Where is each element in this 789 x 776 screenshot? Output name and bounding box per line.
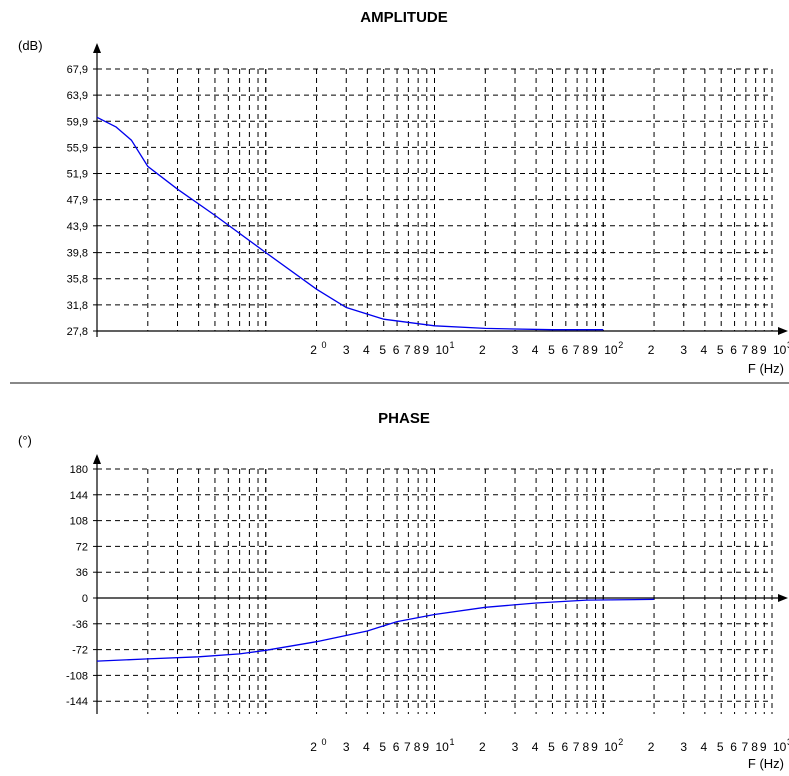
phase-xtick-label: 9 bbox=[760, 740, 767, 754]
phase-xtick-label: 7 bbox=[742, 740, 749, 754]
amplitude-y-arrow bbox=[93, 43, 101, 53]
phase-xtick-label: 8 bbox=[583, 740, 590, 754]
amplitude-xtick-exponent: 2 bbox=[618, 340, 623, 350]
phase-xtick-exponent: 2 bbox=[618, 737, 623, 747]
phase-xtick-label: 5 bbox=[379, 740, 386, 754]
amplitude-xtick-label: 9 bbox=[422, 343, 429, 357]
phase-xtick-label: 8 bbox=[751, 740, 758, 754]
phase-ytick-label: -144 bbox=[66, 696, 88, 708]
phase-xtick-label: 2 bbox=[310, 740, 317, 754]
amplitude-ytick-label: 59,9 bbox=[67, 116, 88, 128]
phase-xtick-exponent: 3 bbox=[787, 737, 789, 747]
phase-xtick-label: 6 bbox=[730, 740, 737, 754]
amplitude-ytick-label: 67,9 bbox=[67, 64, 88, 76]
phase-xtick-label: 4 bbox=[701, 740, 708, 754]
phase-xtick-label: 4 bbox=[363, 740, 370, 754]
amplitude-xtick-label: 9 bbox=[591, 343, 598, 357]
amplitude-ytick-label: 55,9 bbox=[67, 142, 88, 154]
amplitude-xtick-label: 2 bbox=[479, 343, 486, 357]
amplitude-xtick-exponent: 3 bbox=[787, 340, 789, 350]
amplitude-xtick-label: 8 bbox=[414, 343, 421, 357]
amplitude-xtick-label: 7 bbox=[573, 343, 580, 357]
phase-title: PHASE bbox=[378, 410, 430, 427]
phase-xtick-label: 6 bbox=[393, 740, 400, 754]
amplitude-xtick-label: 3 bbox=[680, 343, 687, 357]
phase-curve bbox=[96, 598, 655, 662]
phase-xtick-label: 10 bbox=[436, 740, 450, 754]
phase-xtick-label: 10 bbox=[604, 740, 618, 754]
amplitude-chart: AMPLITUDE (dB) 27,8 31,8 35,8 39,8 43,9 47,9 51,… bbox=[18, 9, 789, 376]
phase-xtick-label: 9 bbox=[591, 740, 598, 754]
phase-xtick-label: 3 bbox=[512, 740, 519, 754]
amplitude-xtick-exponent: 0 bbox=[322, 340, 327, 350]
phase-ytick-label: 144 bbox=[70, 490, 88, 502]
phase-xtick-label: 2 bbox=[479, 740, 486, 754]
amplitude-xtick-label: 7 bbox=[742, 343, 749, 357]
phase-xtick-label: 3 bbox=[680, 740, 687, 754]
amplitude-xtick-label: 2 bbox=[648, 343, 655, 357]
amplitude-xtick-label: 10 bbox=[436, 343, 450, 357]
phase-xtick-exponent: 0 bbox=[322, 737, 327, 747]
phase-xtick-label: 2 bbox=[648, 740, 655, 754]
amplitude-title: AMPLITUDE bbox=[360, 9, 448, 26]
phase-y-arrow bbox=[93, 454, 101, 464]
amplitude-xtick-exponent: 1 bbox=[450, 340, 455, 350]
amplitude-xtick-label: 6 bbox=[393, 343, 400, 357]
phase-y-unit: (°) bbox=[18, 433, 32, 448]
amplitude-curve bbox=[96, 116, 604, 331]
amplitude-xtick-label: 7 bbox=[404, 343, 411, 357]
phase-xtick-label: 5 bbox=[717, 740, 724, 754]
phase-xtick-label: 10 bbox=[773, 740, 787, 754]
phase-ytick-label: 108 bbox=[70, 516, 88, 528]
amplitude-ytick-label: 43,9 bbox=[67, 221, 88, 233]
amplitude-ytick-label: 51,9 bbox=[67, 169, 88, 181]
amplitude-ytick-label: 35,8 bbox=[67, 274, 88, 286]
amplitude-xtick-label: 4 bbox=[701, 343, 708, 357]
amplitude-xtick-label: 5 bbox=[548, 343, 555, 357]
phase-xtick-label: 6 bbox=[561, 740, 568, 754]
amplitude-xtick-label: 6 bbox=[561, 343, 568, 357]
amplitude-xtick-label: 4 bbox=[532, 343, 539, 357]
amplitude-xtick-label: 9 bbox=[760, 343, 767, 357]
phase-ytick-label: 72 bbox=[76, 541, 88, 553]
amplitude-xtick-label: 10 bbox=[773, 343, 787, 357]
amplitude-xtick-label: 8 bbox=[583, 343, 590, 357]
amplitude-ytick-label: 47,9 bbox=[67, 195, 88, 207]
phase-ytick-label: 36 bbox=[76, 567, 88, 579]
amplitude-ytick-label: 31,8 bbox=[67, 300, 88, 312]
phase-ytick-label: 0 bbox=[82, 593, 88, 605]
phase-x-arrow bbox=[778, 594, 788, 602]
phase-ytick-label: -36 bbox=[72, 619, 88, 631]
amplitude-ytick-label: 39,8 bbox=[67, 248, 88, 260]
amplitude-xtick-label: 3 bbox=[343, 343, 350, 357]
amplitude-x-arrow bbox=[778, 327, 788, 335]
phase-xtick-exponent: 1 bbox=[450, 737, 455, 747]
amplitude-xtick-label: 5 bbox=[717, 343, 724, 357]
amplitude-ytick-label: 63,9 bbox=[67, 90, 88, 102]
amplitude-xtick-label: 10 bbox=[604, 343, 618, 357]
amplitude-xtick-label: 3 bbox=[512, 343, 519, 357]
phase-xtick-label: 4 bbox=[532, 740, 539, 754]
phase-xtick-label: 3 bbox=[343, 740, 350, 754]
phase-xtick-label: 7 bbox=[573, 740, 580, 754]
phase-xtick-label: 9 bbox=[422, 740, 429, 754]
phase-ytick-label: -72 bbox=[72, 645, 88, 657]
phase-ytick-label: -108 bbox=[66, 670, 88, 682]
phase-xtick-label: 7 bbox=[404, 740, 411, 754]
amplitude-xtick-label: 2 bbox=[310, 343, 317, 357]
phase-x-label: F (Hz) bbox=[748, 756, 784, 771]
amplitude-xtick-label: 6 bbox=[730, 343, 737, 357]
phase-xtick-label: 5 bbox=[548, 740, 555, 754]
amplitude-xtick-label: 5 bbox=[379, 343, 386, 357]
amplitude-xtick-label: 4 bbox=[363, 343, 370, 357]
amplitude-y-unit: (dB) bbox=[18, 38, 43, 53]
amplitude-x-label: F (Hz) bbox=[748, 361, 784, 376]
amplitude-xtick-label: 8 bbox=[751, 343, 758, 357]
amplitude-ytick-label: 27,8 bbox=[67, 326, 88, 338]
phase-ytick-label: 180 bbox=[70, 464, 88, 476]
phase-xtick-label: 8 bbox=[414, 740, 421, 754]
